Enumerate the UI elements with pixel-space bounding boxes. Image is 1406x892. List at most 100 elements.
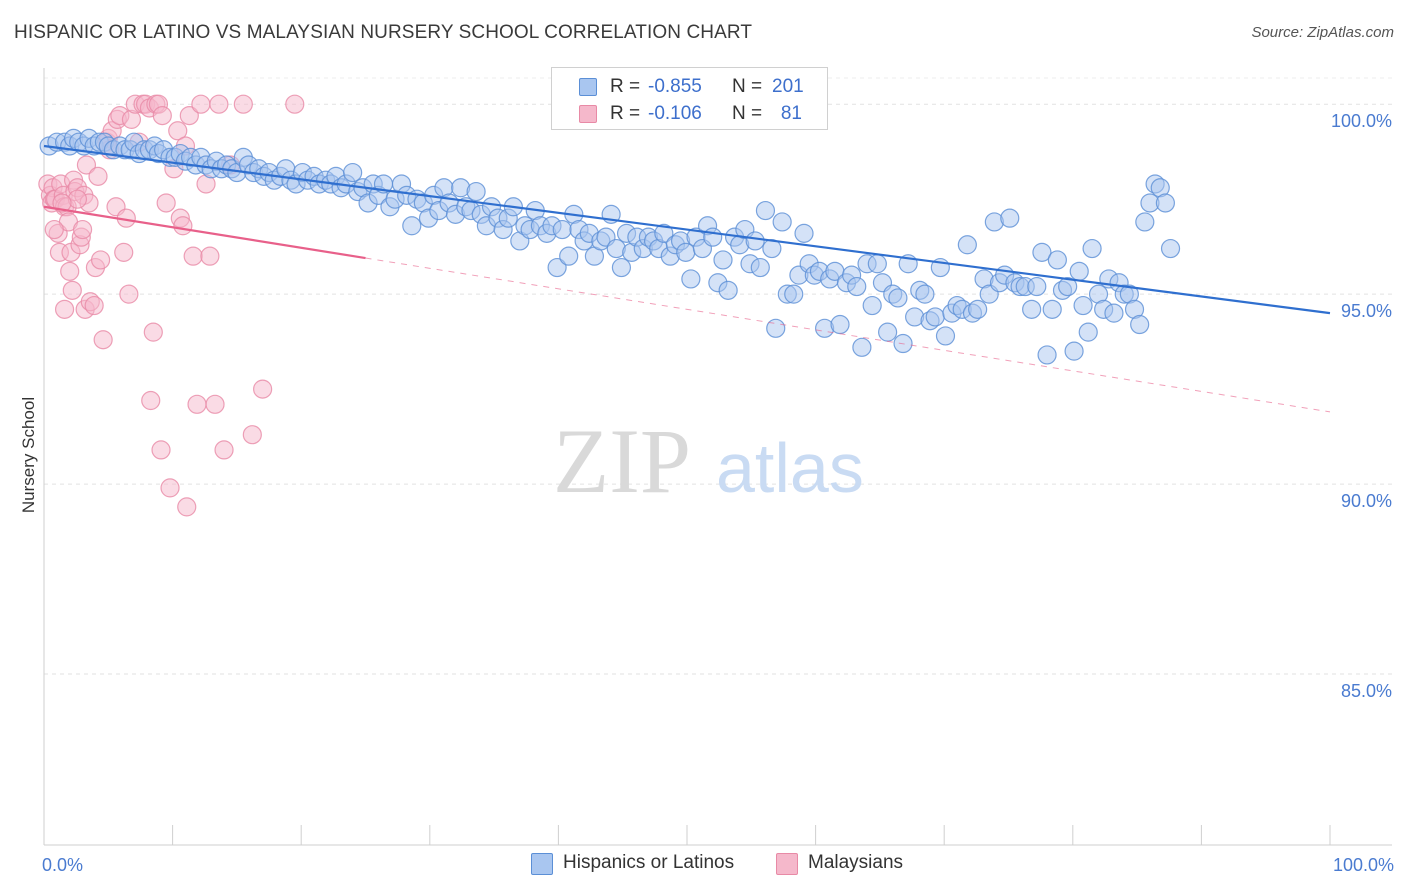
hispanic-point — [1000, 208, 1020, 228]
hispanic-point — [1047, 250, 1067, 270]
y-tick-label: 100.0% — [1331, 111, 1392, 131]
hispanic-point — [402, 216, 422, 236]
bottom-legend-swatch-pink — [776, 853, 798, 875]
malaysian-point — [233, 94, 253, 114]
legend-n-label: N = — [732, 103, 763, 124]
bottom-legend-label: Malaysians — [808, 852, 904, 873]
malaysian-point — [84, 295, 104, 316]
hispanic-point — [1082, 238, 1102, 259]
bottom-legend-label: Hispanics or Latinos — [563, 852, 735, 873]
x-tick-label-min: 0.0% — [42, 855, 83, 875]
hispanic-point — [830, 314, 850, 335]
hispanic-point — [1027, 276, 1047, 297]
hispanic-point — [1130, 314, 1150, 335]
y-tick-label: 85.0% — [1341, 681, 1392, 701]
legend-n-label: N = — [732, 76, 763, 97]
legend-swatch-blue — [579, 78, 597, 96]
stats-legend: R = -0.855 N = 201 R = -0.106 N = 81 — [551, 67, 828, 130]
hispanic-point — [466, 181, 486, 202]
hispanic-point — [703, 227, 723, 247]
malaysian-point — [200, 246, 220, 266]
malaysian-point — [119, 284, 139, 304]
hispanic-point — [547, 257, 567, 278]
malaysian-trend-line — [43, 205, 366, 260]
legend-r-value: -0.106 — [648, 103, 702, 124]
hispanic-point — [1022, 299, 1042, 319]
hispanic-trend-line — [43, 144, 1331, 315]
malaysian-point — [242, 425, 262, 445]
hispanic-point — [1064, 341, 1084, 361]
hispanic-point — [772, 212, 792, 232]
x-tick-label-max: 100.0% — [1333, 855, 1394, 875]
malaysian-point — [141, 390, 161, 411]
hispanic-point — [611, 257, 632, 278]
watermark-atlas: atlas — [716, 429, 864, 507]
hispanic-point — [1037, 345, 1057, 365]
legend-n-value: 81 — [780, 103, 802, 124]
hispanic-point — [1135, 212, 1155, 232]
legend-r-label: R = — [610, 103, 641, 124]
malaysian-point — [156, 193, 176, 213]
malaysian-point — [179, 105, 199, 126]
malaysian-point — [285, 94, 305, 114]
hispanic-point — [794, 223, 814, 243]
y-tick-labels: 100.0% 95.0% 90.0% 85.0% — [1331, 111, 1392, 701]
hispanic-point — [878, 322, 898, 342]
hispanic-point — [750, 257, 770, 278]
malaysian-point — [177, 497, 197, 517]
hispanic-point — [713, 250, 733, 270]
hispanic-point — [1155, 193, 1175, 213]
malaysian-point — [88, 166, 108, 186]
hispanic-point — [915, 284, 935, 304]
malaysian-point — [168, 121, 188, 141]
y-tick-label: 90.0% — [1341, 491, 1392, 511]
malaysian-point — [183, 246, 203, 266]
hispanic-point — [654, 223, 674, 243]
hispanic-point — [862, 295, 882, 316]
legend-r-label: R = — [610, 76, 641, 97]
malaysian-point — [191, 94, 211, 114]
series-malaysians-points — [38, 94, 305, 517]
hispanic-point — [1069, 261, 1089, 281]
hispanic-point — [676, 242, 696, 262]
chart-title: HISPANIC OR LATINO VS MALAYSIAN NURSERY … — [14, 22, 753, 43]
series-hispanics-points — [39, 128, 1181, 365]
hispanic-point — [888, 288, 908, 308]
malaysian-point — [160, 478, 180, 498]
hispanic-point — [968, 299, 988, 319]
malaysian-point — [209, 94, 229, 114]
source-attribution: Source: ZipAtlas.com — [1251, 24, 1394, 41]
malaysian-point — [114, 242, 134, 262]
hispanic-point — [718, 280, 738, 300]
malaysian-point — [173, 216, 193, 236]
malaysian-point — [76, 155, 97, 175]
hispanic-point — [559, 246, 579, 266]
malaysian-point — [52, 193, 72, 213]
malaysian-point — [151, 440, 171, 460]
malaysian-point — [90, 250, 111, 270]
malaysian-point — [62, 280, 82, 300]
y-axis-label: Nursery School — [19, 397, 38, 513]
malaysian-point — [253, 379, 273, 399]
malaysian-point — [44, 219, 64, 240]
hispanic-point — [1104, 303, 1124, 323]
hispanic-point — [867, 254, 887, 274]
hispanic-point — [681, 269, 701, 289]
hispanic-point — [552, 219, 572, 240]
y-tick-label: 95.0% — [1341, 301, 1392, 321]
legend-row-malaysians: R = -0.106 N = 81 — [552, 101, 827, 127]
malaysian-point — [54, 299, 75, 319]
hispanic-point — [852, 337, 872, 357]
watermark-zip: ZIP — [553, 410, 691, 512]
hispanic-point — [343, 162, 363, 183]
hispanic-point — [1032, 242, 1052, 262]
malaysian-point — [143, 322, 163, 342]
hispanic-point — [1160, 238, 1181, 259]
hispanic-point — [925, 307, 945, 327]
hispanic-point — [1078, 322, 1098, 342]
hispanic-point — [784, 284, 804, 304]
hispanic-point — [957, 235, 977, 255]
hispanic-point — [935, 326, 956, 346]
bottom-legend-swatch-blue — [531, 853, 553, 875]
